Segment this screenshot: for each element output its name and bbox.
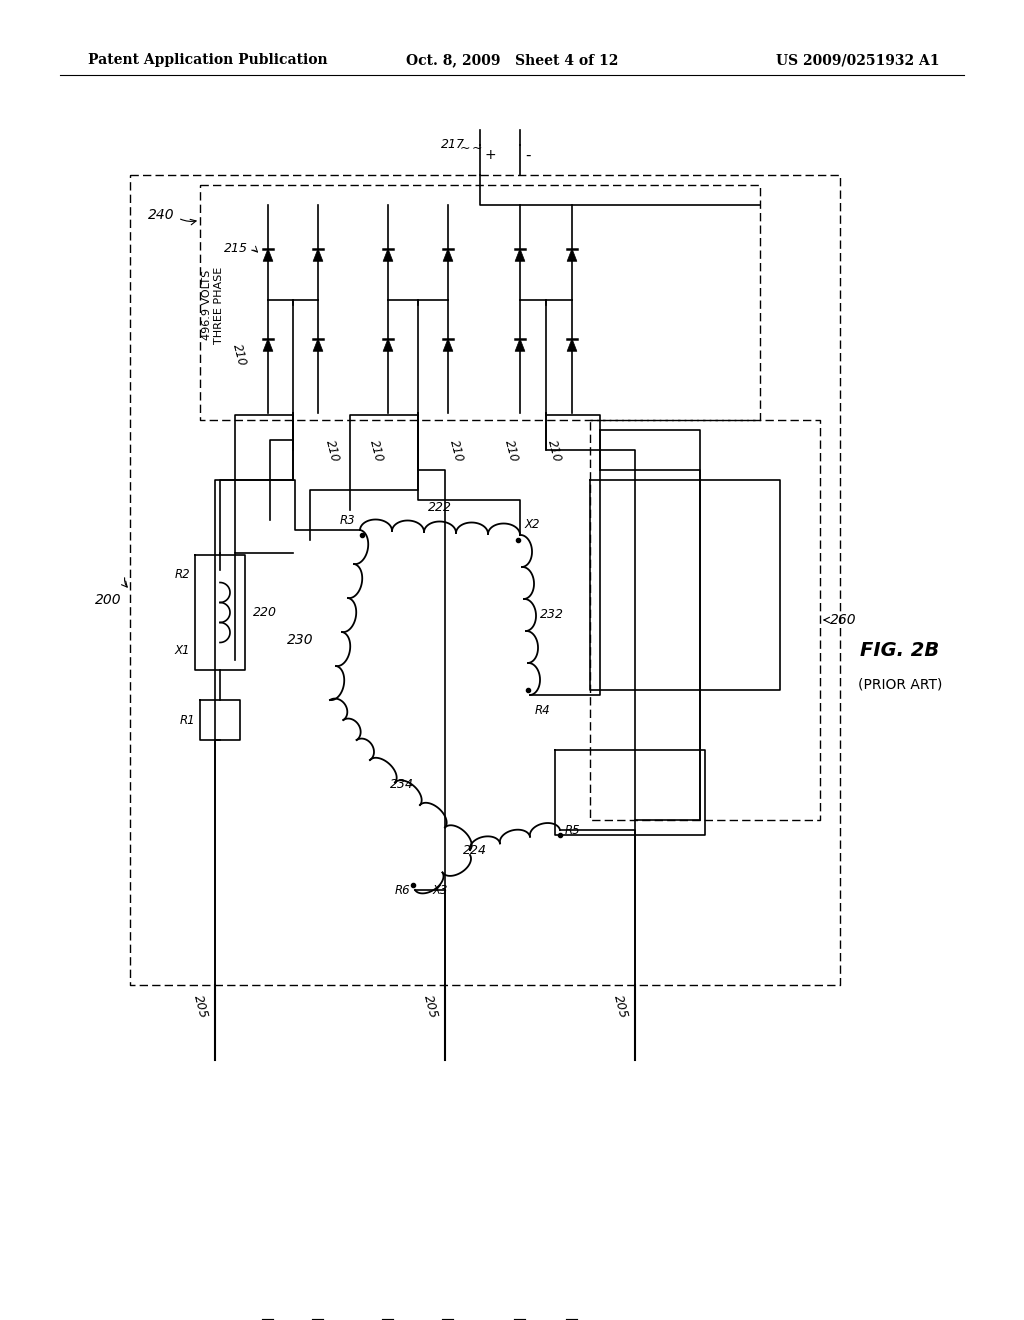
Text: 496.9 VOLTS
THREE PHASE: 496.9 VOLTS THREE PHASE [202,267,224,343]
Polygon shape [515,339,525,351]
Polygon shape [313,248,323,261]
Text: ~: ~ [460,141,470,154]
Text: 210: 210 [367,438,385,463]
Text: X2: X2 [525,519,541,532]
Text: X1: X1 [174,644,190,656]
Polygon shape [313,339,323,351]
Text: 210: 210 [447,438,465,463]
Text: 232: 232 [540,609,564,622]
Polygon shape [515,248,525,261]
Text: +: + [485,148,497,162]
Text: 215: 215 [224,242,248,255]
Text: 260: 260 [830,612,857,627]
Text: 230: 230 [287,634,313,647]
Polygon shape [443,339,453,351]
Polygon shape [567,248,577,261]
Text: X3: X3 [433,883,449,896]
Polygon shape [443,248,453,261]
Text: 210: 210 [545,438,563,463]
Text: ~: ~ [472,141,482,154]
Text: 200: 200 [95,593,122,607]
Text: Patent Application Publication: Patent Application Publication [88,53,328,67]
Text: 222: 222 [428,502,452,513]
Text: 224: 224 [463,843,486,857]
Text: R2: R2 [174,569,190,582]
Text: (PRIOR ART): (PRIOR ART) [858,678,942,692]
Text: R5: R5 [565,824,581,837]
Text: 205: 205 [611,993,630,1019]
Text: -: - [525,148,530,162]
Polygon shape [383,248,393,261]
Polygon shape [263,339,273,351]
Text: 205: 205 [191,993,210,1019]
Text: 210: 210 [229,342,248,367]
Text: 240: 240 [148,209,175,222]
Text: 234: 234 [390,779,414,792]
Text: 217: 217 [441,139,465,152]
Text: Oct. 8, 2009   Sheet 4 of 12: Oct. 8, 2009 Sheet 4 of 12 [406,53,618,67]
Text: R1: R1 [179,714,195,726]
Polygon shape [383,339,393,351]
Text: 210: 210 [323,438,341,463]
Polygon shape [567,339,577,351]
Text: 205: 205 [421,993,440,1019]
Text: R4: R4 [535,704,551,717]
Text: 220: 220 [253,606,278,619]
Text: R6: R6 [394,883,410,896]
Text: US 2009/0251932 A1: US 2009/0251932 A1 [776,53,940,67]
Text: FIG. 2B: FIG. 2B [860,640,940,660]
Text: 210: 210 [502,438,520,463]
Polygon shape [263,248,273,261]
Text: R3: R3 [339,513,355,527]
